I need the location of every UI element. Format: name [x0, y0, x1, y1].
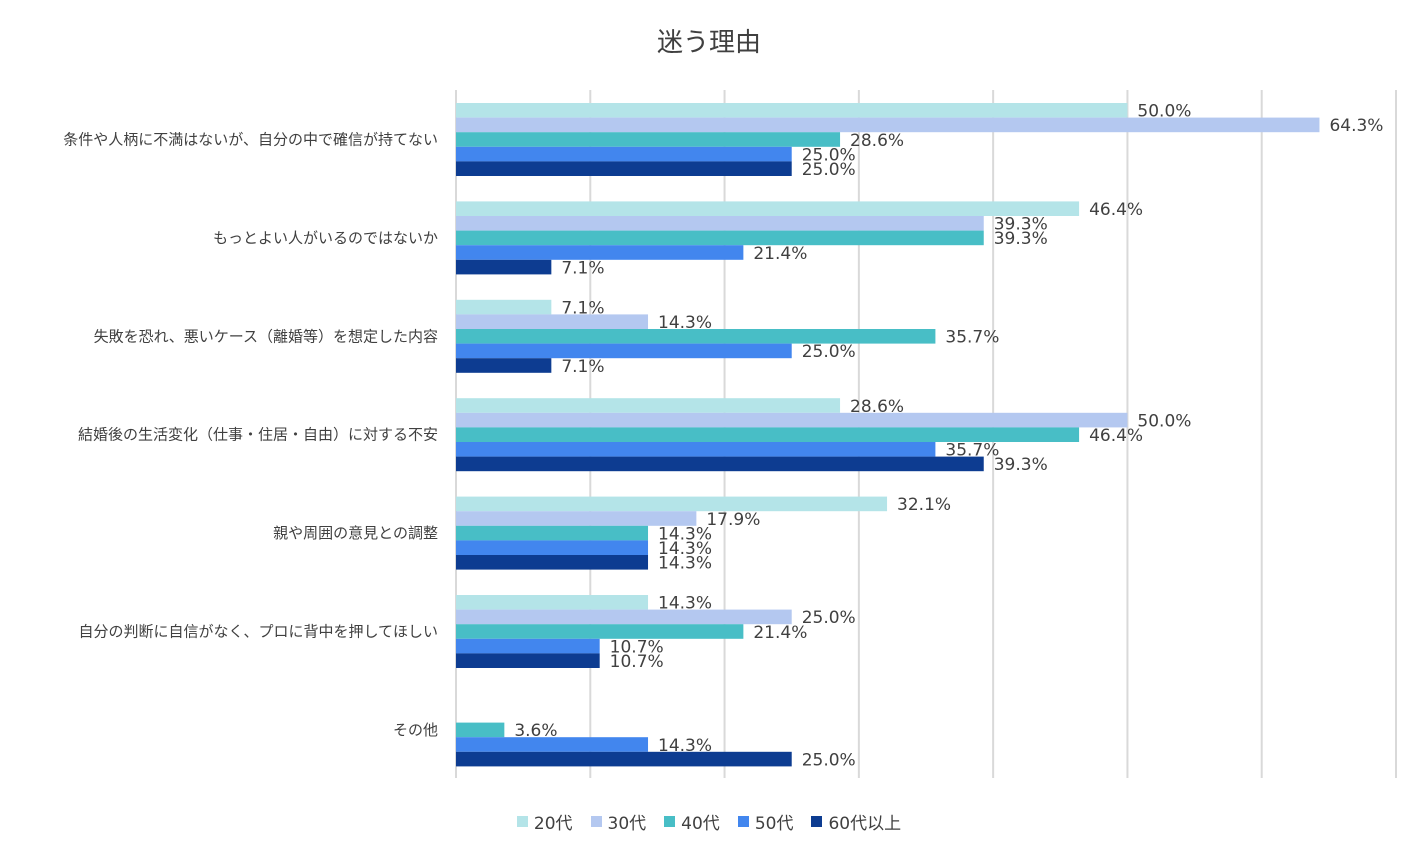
bar [456, 595, 649, 610]
data-label: 32.1% [897, 495, 951, 515]
bar [456, 245, 744, 260]
data-label: 14.3% [658, 554, 712, 574]
bar [456, 216, 984, 231]
data-label: 7.1% [561, 357, 604, 377]
data-label: 14.3% [658, 736, 712, 756]
category-label: 自分の判断に自信がなく、プロに背中を押してほしい [78, 623, 438, 641]
data-label: 25.0% [802, 342, 856, 362]
data-label: 10.7% [610, 652, 664, 672]
data-label: 14.3% [658, 539, 712, 559]
legend-item: 30代 [590, 809, 647, 834]
bar [456, 609, 792, 625]
data-label: 14.3% [658, 313, 712, 333]
data-label: 28.6% [850, 397, 904, 417]
data-label: 3.6% [514, 721, 557, 741]
bars [456, 103, 1320, 767]
legend-swatch [737, 816, 749, 827]
bar [456, 638, 600, 654]
data-label: 7.1% [561, 298, 604, 318]
data-label: 39.3% [994, 215, 1048, 235]
legend-item: 50代 [737, 809, 794, 834]
bar [456, 653, 600, 668]
bar [456, 555, 649, 570]
legend-swatch [590, 816, 602, 827]
bar [456, 751, 792, 767]
legend-label: 40代 [681, 814, 720, 834]
data-label: 50.0% [1137, 102, 1191, 122]
bar [456, 442, 936, 457]
bar [456, 456, 984, 472]
bar [456, 314, 649, 329]
data-label: 50.0% [1137, 411, 1191, 431]
category-labels: 条件や人柄に不満はないが、自分の中で確信が持てないもっとよい人がいるのではないか… [63, 131, 438, 739]
category-label: 条件や人柄に不満はないが、自分の中で確信が持てない [63, 131, 438, 149]
data-label: 39.3% [994, 455, 1048, 475]
chart-title: 迷う理由 [656, 28, 761, 58]
data-label: 25.0% [802, 750, 856, 770]
data-label: 17.9% [706, 510, 760, 530]
category-label: もっとよい人がいるのではないか [213, 229, 438, 247]
legend-item: 20代 [516, 809, 573, 834]
data-label: 25.0% [802, 608, 856, 628]
data-label: 28.6% [850, 131, 904, 151]
bar [456, 329, 936, 344]
bar [456, 722, 505, 738]
bar [456, 398, 841, 413]
bar [456, 201, 1080, 216]
bar [456, 230, 984, 246]
data-label: 25.0% [802, 160, 856, 180]
legend-swatch [664, 816, 676, 827]
data-label: 35.7% [945, 328, 999, 348]
legend-swatch [811, 816, 823, 827]
bar [456, 132, 841, 147]
legend-label: 60代以上 [828, 814, 902, 834]
data-label: 35.7% [945, 441, 999, 461]
legend-label: 30代 [607, 814, 647, 834]
legend-swatch [516, 816, 528, 827]
data-label: 64.3% [1329, 116, 1383, 136]
data-label: 25.0% [802, 145, 856, 165]
bar [456, 412, 1128, 428]
legend-label: 50代 [754, 814, 794, 834]
bar [456, 259, 552, 275]
bar [456, 161, 792, 176]
bar [456, 103, 1128, 118]
data-label: 39.3% [994, 229, 1048, 249]
category-label: 失敗を恐れ、悪いケース（離婚等）を想定した内容 [94, 327, 438, 345]
bar [456, 358, 552, 373]
data-label: 14.3% [658, 594, 712, 614]
legend-item: 40代 [664, 809, 720, 834]
bar [456, 624, 744, 639]
bar [456, 299, 552, 315]
bar [456, 427, 1080, 442]
bar [456, 525, 649, 541]
data-label: 14.3% [658, 524, 712, 544]
category-label: その他 [393, 721, 438, 739]
bar [456, 117, 1320, 133]
data-label: 7.1% [561, 258, 604, 278]
bar [456, 496, 888, 512]
bar [456, 737, 649, 752]
data-label: 21.4% [753, 244, 807, 264]
legend: 20代 30代 40代 50代 60代以上 [0, 809, 1418, 834]
data-label: 21.4% [753, 623, 807, 643]
category-label: 親や周囲の意見との調整 [273, 524, 438, 542]
legend-label: 20代 [533, 814, 573, 834]
bar [456, 146, 792, 162]
bar [456, 540, 649, 555]
bar [456, 511, 697, 526]
legend-item: 60代以上 [811, 809, 901, 834]
data-label: 46.4% [1089, 200, 1143, 220]
data-label: 46.4% [1089, 426, 1143, 446]
bar [456, 343, 792, 359]
data-label: 10.7% [610, 637, 664, 657]
category-label: 結婚後の生活変化（仕事・住居・自由）に対する不安 [78, 426, 438, 444]
value-labels: 50.0%64.3%28.6%25.0%25.0%46.4%39.3%39.3%… [514, 102, 1383, 771]
